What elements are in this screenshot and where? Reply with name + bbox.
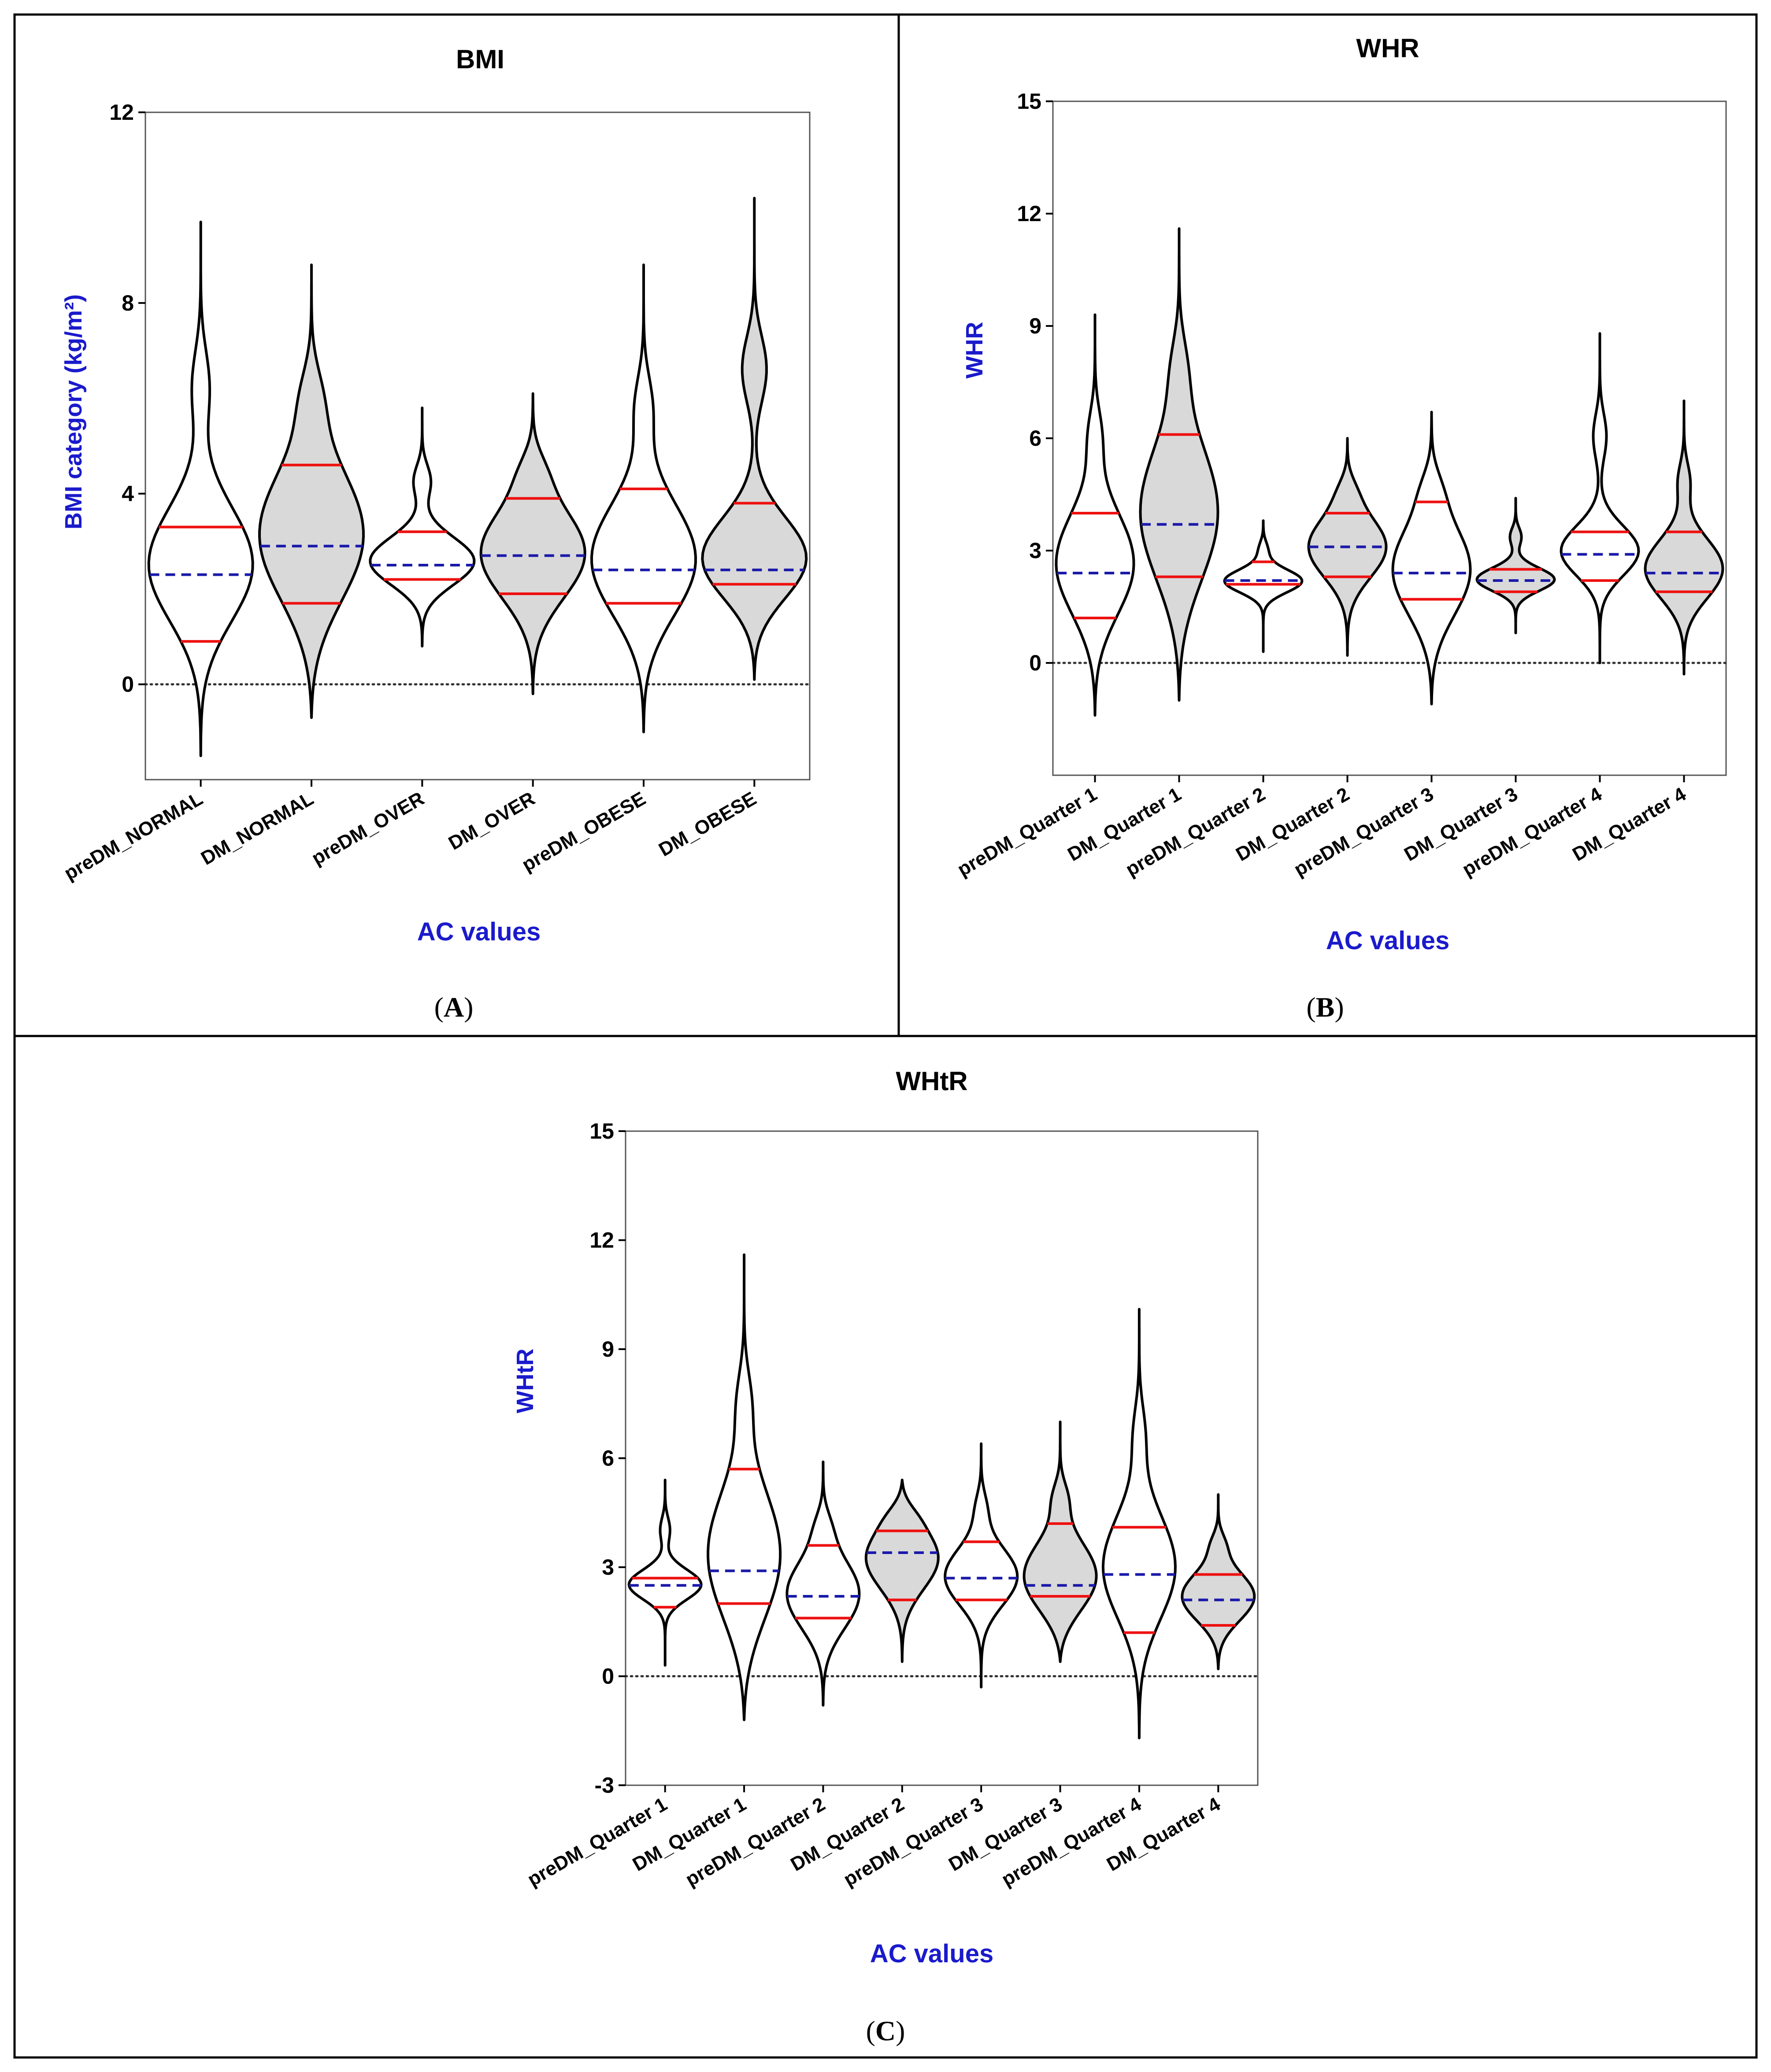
chart-a-title: BMI: [456, 44, 504, 74]
panel-b-label-letter: B: [1316, 992, 1335, 1023]
chart-c-y-tick-label: -3: [595, 1773, 614, 1798]
chart-c-y-axis-label: WHtR: [512, 1349, 538, 1413]
chart-c-y-tick-label: 15: [589, 1119, 614, 1143]
chart-b-category-label: preDM_Quarter 4: [1459, 783, 1606, 881]
panel-c-label-letter: C: [875, 2015, 896, 2046]
chart-a-plot-frame: [144, 111, 811, 781]
chart-a-violin: [147, 220, 254, 757]
chart-c-violin: [627, 1479, 703, 1667]
chart-c-y-tick-label: 0: [602, 1664, 614, 1689]
chart-a-category-label: DM_OBESE: [655, 788, 760, 861]
chart-a-category-label: DM_NORMAL: [197, 788, 317, 869]
chart-a-x-axis-label: AC values: [417, 918, 541, 946]
chart-c-violin: [944, 1442, 1019, 1689]
chart-c-y-tick-label: 3: [602, 1555, 614, 1580]
chart-c-y-tick-label: 9: [602, 1337, 614, 1362]
chart-a-violin: [701, 196, 808, 681]
chart-a-y-tick-label: 0: [122, 672, 134, 697]
chart-a-violin: [258, 263, 365, 719]
chart-b-violin: [1139, 227, 1219, 702]
chart-a-y-tick-label: 8: [122, 291, 134, 315]
panel-a: BMI BMI category (kg/m²) 0 4 8 12 preDM_NORM…: [60, 44, 811, 1023]
chart-a-violin: [369, 406, 476, 648]
chart-b-y-tick-label: 3: [1029, 538, 1041, 563]
chart-c-violin: [1023, 1421, 1098, 1663]
chart-b-violin: [1560, 332, 1640, 664]
chart-c-category-label: preDM_Quarter 4: [998, 1793, 1145, 1891]
panel-c-label: (C): [866, 2015, 905, 2046]
chart-b-y-tick-label: 12: [1017, 201, 1041, 226]
chart-c-violin: [707, 1253, 782, 1721]
chart-b-y-tick-label: 6: [1029, 426, 1041, 451]
chart-a-y-axis-label: BMI category (kg/m²): [60, 294, 87, 529]
chart-c-violin: [1101, 1308, 1177, 1739]
chart-b-y-tick-label: 15: [1017, 89, 1041, 114]
chart-c-category-label: preDM_Quarter 1: [524, 1793, 671, 1891]
chart-b-x-axis-label: AC values: [1326, 926, 1449, 955]
chart-b-y-axis-label: WHR: [961, 322, 988, 379]
chart-b-violin: [1475, 497, 1556, 634]
panel-b-label: (B): [1306, 992, 1344, 1023]
chart-b-y-tick-label: 9: [1029, 314, 1041, 338]
panel-a-label: (A): [434, 992, 474, 1023]
panel-a-label-close: ): [464, 992, 473, 1023]
chart-b-violin: [1223, 519, 1304, 653]
chart-a-violin: [590, 263, 697, 733]
chart-b-category-label: preDM_Quarter 1: [954, 783, 1101, 881]
panel-c-label-close: ): [896, 2015, 905, 2046]
chart-b-violin: [1055, 313, 1135, 717]
chart-a-category-label: preDM_OVER: [308, 788, 428, 869]
chart-c-title: WHtR: [896, 1066, 967, 1096]
chart-c-category-label: preDM_Quarter 2: [682, 1793, 829, 1891]
chart-a-category-label: preDM_OBESE: [518, 788, 649, 876]
chart-a-y-tick-label: 4: [122, 481, 134, 506]
panel-b-label-open: (: [1306, 992, 1315, 1023]
chart-b-title: WHR: [1356, 33, 1419, 63]
chart-b-y-tick-label: 0: [1029, 651, 1041, 675]
panel-b-label-close: ): [1334, 992, 1344, 1023]
chart-a-category-label: DM_OVER: [445, 788, 539, 854]
chart-c-y-tick-label: 6: [602, 1446, 614, 1471]
chart-c-x-axis-label: AC values: [870, 1939, 993, 1968]
chart-b-category-label: preDM_Quarter 3: [1290, 783, 1438, 881]
panel-a-label-letter: A: [444, 992, 464, 1023]
chart-b-violin: [1644, 400, 1724, 676]
chart-a-category-label: preDM_NORMAL: [60, 788, 206, 884]
chart-c-plot-frame: [625, 1130, 1259, 1786]
chart-b-violin: [1391, 411, 1472, 706]
chart-c-category-label: preDM_Quarter 3: [840, 1793, 987, 1891]
panel-c-label-open: (: [866, 2015, 875, 2046]
panel-a-label-open: (: [434, 992, 444, 1023]
chart-c-violin: [785, 1460, 861, 1707]
chart-c-violin: [864, 1479, 940, 1663]
chart-c-y-tick-label: 12: [589, 1228, 614, 1253]
chart-b-plot-frame: [1052, 100, 1727, 776]
chart-b-category-label: preDM_Quarter 2: [1122, 783, 1269, 881]
chart-c-violin: [1181, 1493, 1256, 1670]
chart-a-y-tick-label: 12: [109, 100, 134, 125]
chart-a-violin: [479, 392, 586, 696]
